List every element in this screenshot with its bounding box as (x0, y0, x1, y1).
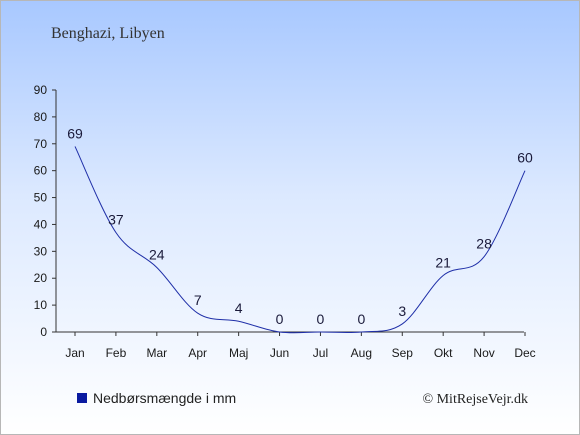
y-tick-label: 30 (34, 244, 48, 258)
data-labels: 69 37 24 7 4 0 0 0 3 21 28 60 (67, 125, 533, 327)
x-ticks: Jan Feb Mar Apr Maj Jun Jul Aug Sep Okt Nov Dec (65, 332, 536, 360)
data-label: 7 (194, 292, 202, 308)
x-tick-label: Dec (514, 346, 535, 360)
x-tick-label: Aug (351, 346, 372, 360)
x-tick-label: Maj (229, 346, 248, 360)
y-tick-label: 90 (34, 83, 48, 97)
data-label: 37 (108, 212, 124, 228)
x-tick-label: Sep (392, 346, 414, 360)
data-label: 28 (476, 236, 492, 252)
data-label: 24 (149, 246, 165, 262)
x-tick-label: Mar (146, 346, 167, 360)
y-ticks: 0 10 20 30 40 50 60 70 80 90 (34, 83, 56, 339)
y-tick-label: 60 (34, 164, 48, 178)
data-label: 3 (398, 303, 406, 319)
data-label: 60 (517, 150, 533, 166)
y-tick-label: 80 (34, 110, 48, 124)
x-tick-label: Feb (106, 346, 127, 360)
y-tick-label: 0 (40, 325, 47, 339)
data-label: 0 (357, 311, 365, 327)
data-label: 0 (317, 311, 325, 327)
axes (55, 90, 524, 333)
y-tick-label: 10 (34, 298, 48, 312)
x-tick-label: Apr (188, 346, 207, 360)
x-tick-label: Jan (65, 346, 84, 360)
x-tick-label: Jun (270, 346, 289, 360)
data-label: 69 (67, 125, 83, 141)
legend-label: Nedbørsmængde i mm (93, 390, 236, 406)
x-tick-label: Nov (473, 346, 494, 360)
data-label: 21 (435, 255, 451, 271)
legend-swatch (77, 393, 87, 403)
x-tick-label: Okt (434, 346, 453, 360)
y-tick-label: 70 (34, 137, 48, 151)
y-tick-label: 50 (34, 191, 48, 205)
credit-text[interactable]: © MitRejseVejr.dk (422, 392, 528, 407)
x-tick-label: Jul (313, 346, 328, 360)
chart-title: Benghazi, Libyen (51, 25, 165, 42)
data-label: 4 (235, 300, 243, 316)
series-line-precipitation (74, 146, 526, 334)
y-tick-label: 20 (34, 271, 48, 285)
y-tick-label: 40 (34, 217, 48, 231)
data-label: 0 (276, 311, 284, 327)
